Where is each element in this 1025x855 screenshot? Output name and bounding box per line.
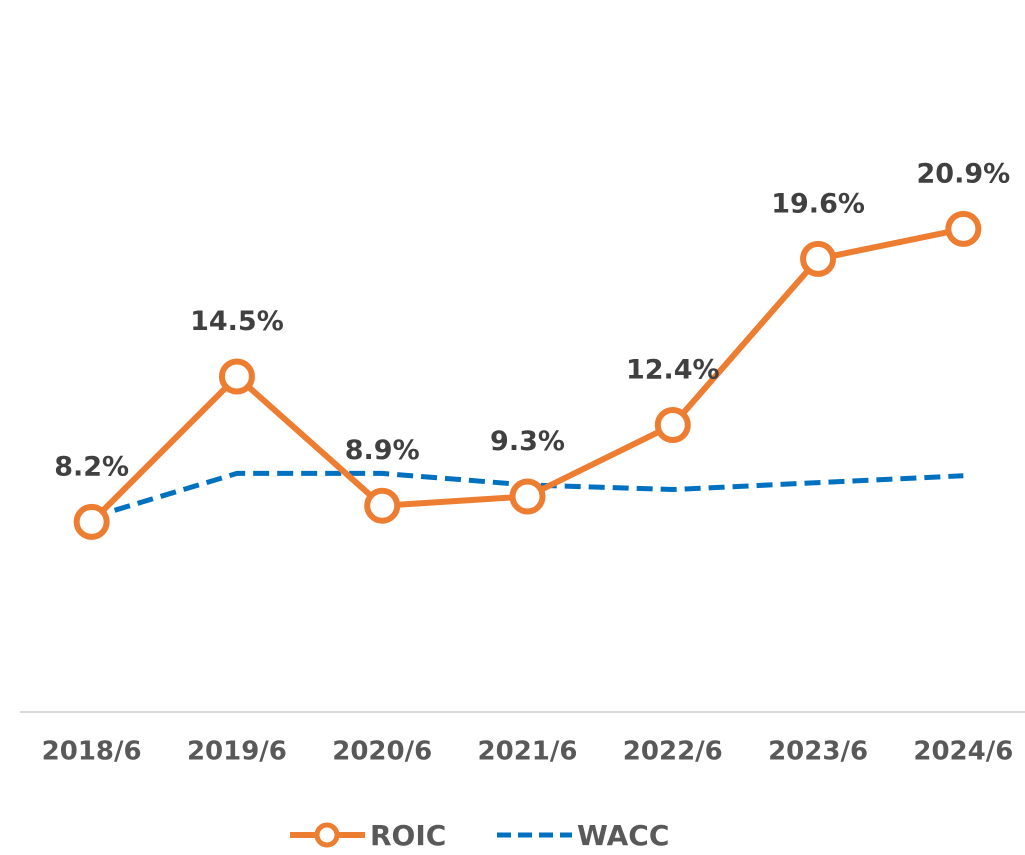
marker (509, 478, 546, 515)
data-label: 9.3% (490, 426, 565, 457)
x-tick-label: 2018/6 (42, 737, 142, 767)
marker (654, 406, 691, 443)
legend-label: WACC (577, 819, 669, 852)
x-tick-label: 2019/6 (187, 737, 287, 767)
data-label: 14.5% (190, 306, 284, 337)
x-tick-label: 2024/6 (913, 737, 1013, 767)
x-tick-label: 2022/6 (623, 737, 723, 767)
data-label: 19.6% (771, 188, 865, 219)
data-label: 8.2% (54, 451, 129, 482)
marker (218, 358, 255, 395)
marker (945, 210, 982, 247)
data-label: 12.4% (626, 354, 720, 385)
legend-marker (314, 822, 340, 848)
x-tick-label: 2023/6 (768, 737, 868, 767)
marker (364, 487, 401, 524)
marker (73, 503, 110, 540)
x-tick-label: 2021/6 (478, 737, 578, 767)
data-label: 8.9% (345, 435, 420, 466)
x-tick-label: 2020/6 (332, 737, 432, 767)
marker (800, 240, 837, 277)
legend-label: ROIC (370, 819, 446, 852)
data-label: 20.9% (917, 158, 1011, 189)
